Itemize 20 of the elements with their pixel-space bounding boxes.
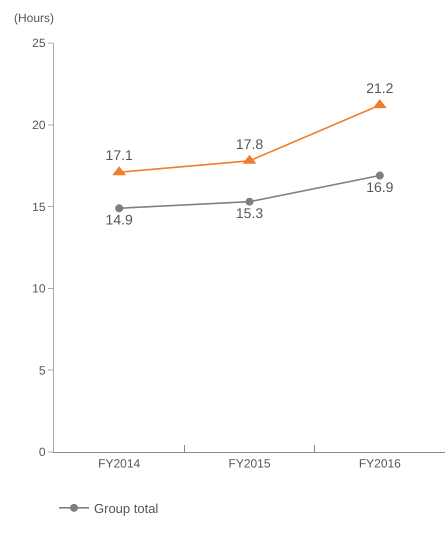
y-tick-label: 15 — [32, 200, 46, 214]
data-label: 17.8 — [236, 136, 264, 152]
y-tick-label: 5 — [38, 363, 46, 378]
data-label: 21.2 — [366, 80, 394, 96]
data-label: 15.3 — [236, 205, 264, 222]
x-tick-label: FY2016 — [358, 456, 402, 470]
point — [115, 204, 124, 212]
y-tick-label: 20 — [32, 118, 46, 132]
y-tick-label: 0 — [38, 445, 46, 460]
point — [246, 198, 254, 206]
legend-label: Group total — [94, 500, 158, 516]
data-label: 14.9 — [106, 212, 134, 228]
y-tick-label: 25 — [32, 36, 46, 50]
x-tick-label: FY2015 — [228, 456, 271, 470]
y-tick-label: 10 — [32, 282, 46, 296]
data-label: 16.9 — [366, 179, 394, 196]
y-axis-title: (Hours) — [14, 11, 54, 25]
data-label: 17.1 — [106, 147, 134, 164]
point — [376, 172, 384, 180]
x-tick-label: FY2014 — [98, 456, 141, 470]
